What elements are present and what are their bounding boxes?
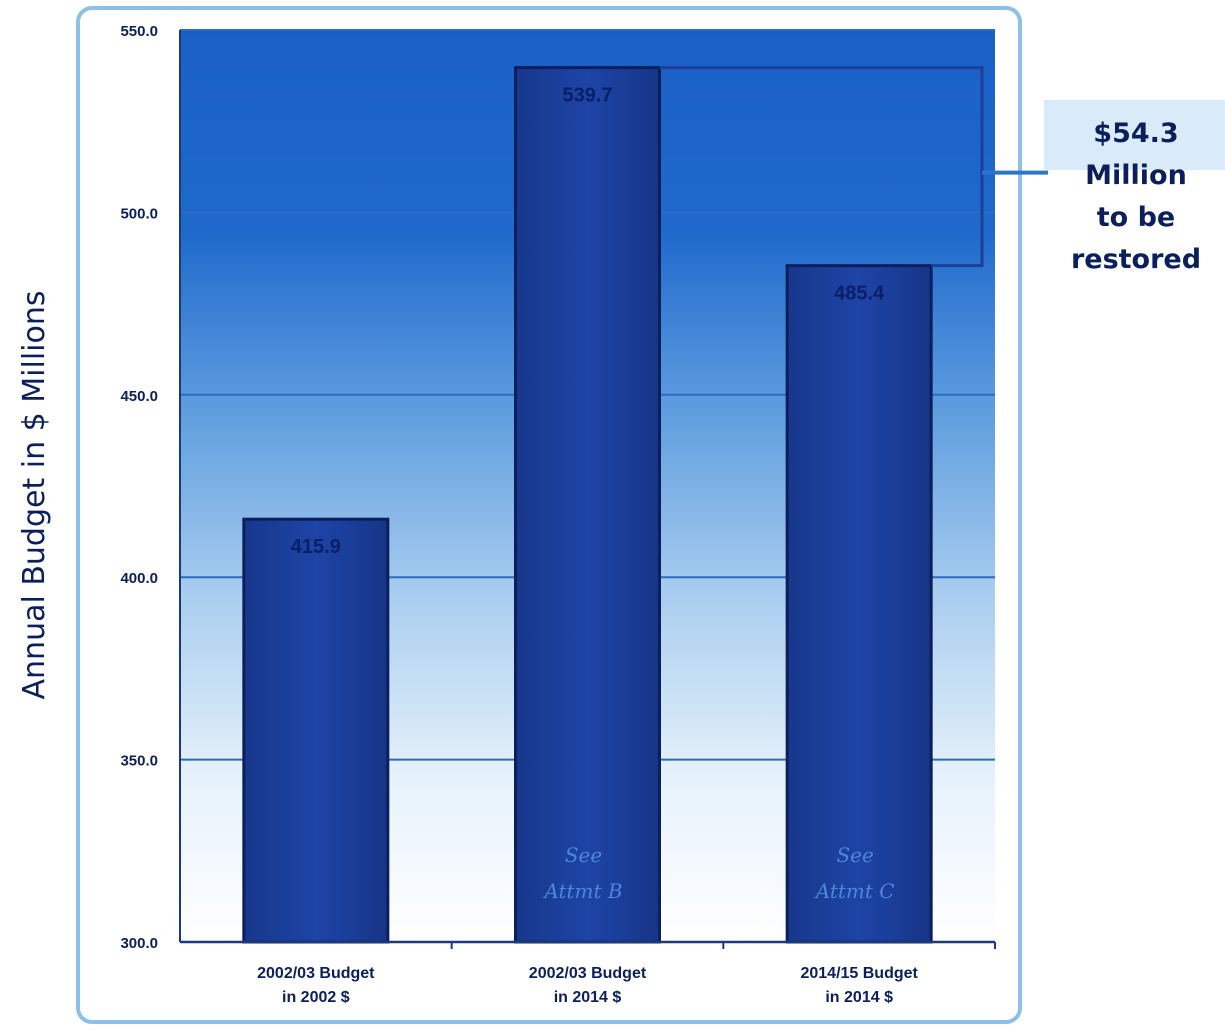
- annotation-bracket: [659, 66, 984, 268]
- x-axis-categories: 2002/03 Budget in 2002 $ 2002/03 Budget in …: [257, 965, 918, 1006]
- bar-note-3-2: Attmt C: [814, 879, 895, 903]
- y-axis-ticks: 300.0 350.0 400.0 450.0 500.0 550.0: [120, 23, 158, 952]
- annotation-highlight: [1044, 100, 1225, 170]
- annotation-text-line-3: to be: [1097, 202, 1176, 233]
- category-label-2-2: in 2014 $: [554, 989, 622, 1006]
- bar-note-2-1: See: [565, 843, 602, 867]
- bar-3: [785, 264, 933, 944]
- bar-2: [514, 66, 661, 944]
- y-tick-label-500.0: 500.0: [120, 205, 158, 222]
- y-axis-label: Annual Budget in $ Millions: [17, 291, 52, 700]
- y-tick-label-300.0: 300.0: [120, 935, 158, 952]
- axes: [179, 30, 996, 949]
- annotation-text-line-2: Million: [1085, 160, 1187, 191]
- bar-note-2-2: Attmt B: [542, 879, 622, 903]
- bars: 415.9 539.7 See Attmt B 485.4 See Attmt C: [242, 66, 933, 944]
- annotation-text-line-4: restored: [1071, 244, 1201, 275]
- bar-value-label-1: 415.9: [291, 536, 341, 558]
- y-tick-label-350.0: 350.0: [120, 753, 158, 770]
- category-label-1-2: in 2002 $: [282, 989, 350, 1006]
- annotation: $54.3 Million to be restored: [659, 66, 1225, 275]
- y-tick-label-550.0: 550.0: [120, 23, 158, 40]
- annotation-text-line-1: $54.3: [1093, 118, 1178, 149]
- y-tick-label-400.0: 400.0: [120, 570, 158, 587]
- category-label-3-1: 2014/15 Budget: [800, 965, 918, 982]
- bar-note-3-1: See: [836, 843, 873, 867]
- bar-value-label-3: 485.4: [834, 283, 885, 305]
- bar-1: [242, 517, 390, 944]
- category-label-1-1: 2002/03 Budget: [257, 965, 375, 982]
- bar-value-label-2: 539.7: [562, 85, 612, 107]
- y-tick-label-450.0: 450.0: [120, 388, 158, 405]
- category-label-2-1: 2002/03 Budget: [529, 965, 647, 982]
- category-label-3-2: in 2014 $: [825, 989, 893, 1006]
